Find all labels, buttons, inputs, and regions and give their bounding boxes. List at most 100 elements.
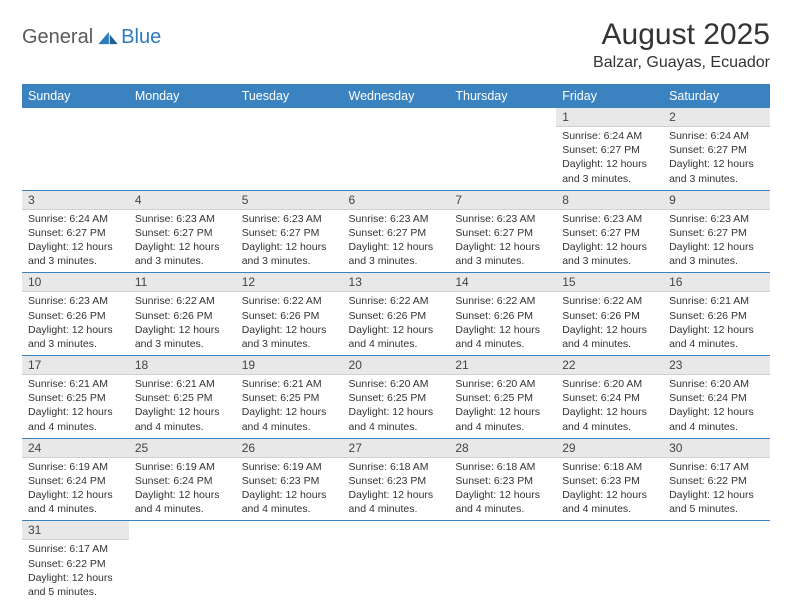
day-details: Sunrise: 6:23 AMSunset: 6:27 PMDaylight:… [236,210,343,273]
day-details: Sunrise: 6:23 AMSunset: 6:27 PMDaylight:… [663,210,770,273]
day-number: 22 [556,356,663,375]
calendar-cell: 24Sunrise: 6:19 AMSunset: 6:24 PMDayligh… [22,438,129,521]
day-details: Sunrise: 6:20 AMSunset: 6:24 PMDaylight:… [556,375,663,438]
calendar-cell: 30Sunrise: 6:17 AMSunset: 6:22 PMDayligh… [663,438,770,521]
day-details: Sunrise: 6:21 AMSunset: 6:25 PMDaylight:… [22,375,129,438]
calendar-cell: 18Sunrise: 6:21 AMSunset: 6:25 PMDayligh… [129,356,236,439]
day-number: 25 [129,439,236,458]
day-number: 2 [663,108,770,127]
day-details: Sunrise: 6:18 AMSunset: 6:23 PMDaylight:… [556,458,663,521]
calendar-cell: 8Sunrise: 6:23 AMSunset: 6:27 PMDaylight… [556,190,663,273]
calendar-cell: 17Sunrise: 6:21 AMSunset: 6:25 PMDayligh… [22,356,129,439]
day-details: Sunrise: 6:21 AMSunset: 6:26 PMDaylight:… [663,292,770,355]
calendar-cell [129,521,236,603]
day-number: 14 [449,273,556,292]
calendar-cell [343,521,450,603]
logo-text-general: General [22,26,93,49]
calendar-cell: 7Sunrise: 6:23 AMSunset: 6:27 PMDaylight… [449,190,556,273]
calendar-cell [129,108,236,190]
day-number: 7 [449,191,556,210]
calendar-cell: 4Sunrise: 6:23 AMSunset: 6:27 PMDaylight… [129,190,236,273]
day-number: 3 [22,191,129,210]
day-number: 21 [449,356,556,375]
logo: General Blue [22,26,161,49]
day-number: 20 [343,356,450,375]
day-number: 5 [236,191,343,210]
calendar-head: SundayMondayTuesdayWednesdayThursdayFrid… [22,84,770,108]
header: General Blue August 2025 Balzar, Guayas,… [22,18,770,72]
calendar-cell: 2Sunrise: 6:24 AMSunset: 6:27 PMDaylight… [663,108,770,190]
calendar-body: 1Sunrise: 6:24 AMSunset: 6:27 PMDaylight… [22,108,770,603]
calendar-cell: 31Sunrise: 6:17 AMSunset: 6:22 PMDayligh… [22,521,129,603]
day-details: Sunrise: 6:23 AMSunset: 6:27 PMDaylight:… [343,210,450,273]
calendar-cell [449,521,556,603]
calendar-cell [449,108,556,190]
day-number: 27 [343,439,450,458]
day-details: Sunrise: 6:20 AMSunset: 6:24 PMDaylight:… [663,375,770,438]
month-title: August 2025 [593,18,770,52]
calendar-cell: 12Sunrise: 6:22 AMSunset: 6:26 PMDayligh… [236,273,343,356]
day-number: 15 [556,273,663,292]
title-block: August 2025 Balzar, Guayas, Ecuador [593,18,770,72]
day-details: Sunrise: 6:17 AMSunset: 6:22 PMDaylight:… [663,458,770,521]
calendar-cell: 14Sunrise: 6:22 AMSunset: 6:26 PMDayligh… [449,273,556,356]
weekday-header: Thursday [449,84,556,108]
calendar-cell: 16Sunrise: 6:21 AMSunset: 6:26 PMDayligh… [663,273,770,356]
calendar-cell: 27Sunrise: 6:18 AMSunset: 6:23 PMDayligh… [343,438,450,521]
logo-text-blue: Blue [121,26,161,49]
day-number: 28 [449,439,556,458]
calendar-cell: 20Sunrise: 6:20 AMSunset: 6:25 PMDayligh… [343,356,450,439]
location: Balzar, Guayas, Ecuador [593,54,770,72]
day-number: 6 [343,191,450,210]
day-details: Sunrise: 6:24 AMSunset: 6:27 PMDaylight:… [22,210,129,273]
calendar-cell: 19Sunrise: 6:21 AMSunset: 6:25 PMDayligh… [236,356,343,439]
calendar-cell [22,108,129,190]
day-details: Sunrise: 6:22 AMSunset: 6:26 PMDaylight:… [556,292,663,355]
day-details: Sunrise: 6:22 AMSunset: 6:26 PMDaylight:… [343,292,450,355]
day-number: 11 [129,273,236,292]
calendar-cell: 10Sunrise: 6:23 AMSunset: 6:26 PMDayligh… [22,273,129,356]
day-details: Sunrise: 6:24 AMSunset: 6:27 PMDaylight:… [556,127,663,190]
day-details: Sunrise: 6:21 AMSunset: 6:25 PMDaylight:… [129,375,236,438]
day-details: Sunrise: 6:23 AMSunset: 6:26 PMDaylight:… [22,292,129,355]
day-number: 16 [663,273,770,292]
calendar-cell: 26Sunrise: 6:19 AMSunset: 6:23 PMDayligh… [236,438,343,521]
calendar-cell: 11Sunrise: 6:22 AMSunset: 6:26 PMDayligh… [129,273,236,356]
day-details: Sunrise: 6:18 AMSunset: 6:23 PMDaylight:… [449,458,556,521]
day-details: Sunrise: 6:17 AMSunset: 6:22 PMDaylight:… [22,540,129,603]
day-details: Sunrise: 6:22 AMSunset: 6:26 PMDaylight:… [449,292,556,355]
day-details: Sunrise: 6:22 AMSunset: 6:26 PMDaylight:… [129,292,236,355]
sail-icon [97,31,119,45]
day-number: 9 [663,191,770,210]
calendar-cell [556,521,663,603]
day-number: 30 [663,439,770,458]
day-number: 26 [236,439,343,458]
calendar-cell: 5Sunrise: 6:23 AMSunset: 6:27 PMDaylight… [236,190,343,273]
weekday-header: Sunday [22,84,129,108]
day-details: Sunrise: 6:19 AMSunset: 6:23 PMDaylight:… [236,458,343,521]
day-details: Sunrise: 6:24 AMSunset: 6:27 PMDaylight:… [663,127,770,190]
day-details: Sunrise: 6:21 AMSunset: 6:25 PMDaylight:… [236,375,343,438]
day-number: 1 [556,108,663,127]
calendar-cell [663,521,770,603]
calendar-cell [343,108,450,190]
calendar-cell: 22Sunrise: 6:20 AMSunset: 6:24 PMDayligh… [556,356,663,439]
calendar-cell: 3Sunrise: 6:24 AMSunset: 6:27 PMDaylight… [22,190,129,273]
day-number: 4 [129,191,236,210]
day-details: Sunrise: 6:19 AMSunset: 6:24 PMDaylight:… [129,458,236,521]
day-number: 17 [22,356,129,375]
calendar-cell: 9Sunrise: 6:23 AMSunset: 6:27 PMDaylight… [663,190,770,273]
day-details: Sunrise: 6:23 AMSunset: 6:27 PMDaylight:… [449,210,556,273]
calendar-cell: 23Sunrise: 6:20 AMSunset: 6:24 PMDayligh… [663,356,770,439]
calendar-cell: 6Sunrise: 6:23 AMSunset: 6:27 PMDaylight… [343,190,450,273]
day-number: 29 [556,439,663,458]
day-number: 23 [663,356,770,375]
weekday-header: Wednesday [343,84,450,108]
day-number: 31 [22,521,129,540]
day-details: Sunrise: 6:20 AMSunset: 6:25 PMDaylight:… [449,375,556,438]
calendar-cell: 13Sunrise: 6:22 AMSunset: 6:26 PMDayligh… [343,273,450,356]
calendar-table: SundayMondayTuesdayWednesdayThursdayFrid… [22,84,770,603]
weekday-header: Saturday [663,84,770,108]
calendar-cell: 25Sunrise: 6:19 AMSunset: 6:24 PMDayligh… [129,438,236,521]
weekday-header: Monday [129,84,236,108]
